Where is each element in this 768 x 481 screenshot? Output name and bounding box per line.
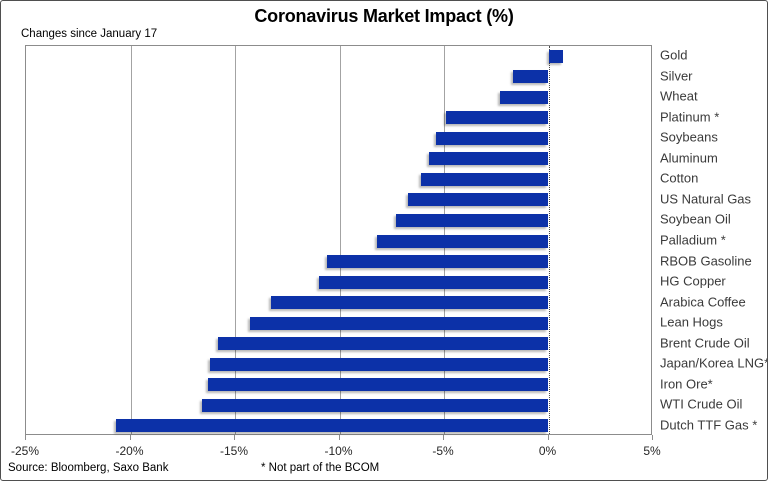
bcom-footnote: * Not part of the BCOM [261, 462, 380, 474]
x-axis-tick [234, 435, 235, 440]
gridline [339, 46, 341, 434]
bar-japan-korea-lng [209, 357, 549, 371]
bar-silver [512, 70, 549, 84]
category-label-hg-copper: HG Copper [660, 273, 726, 289]
bar-iron-ore [207, 378, 549, 392]
x-axis-tick-label: -10% [324, 444, 353, 458]
x-axis-tick-label: -20% [115, 444, 144, 458]
category-label-aluminum: Aluminum [660, 150, 718, 166]
x-axis-tick-label: -5% [432, 444, 454, 458]
category-label-soybean-oil: Soybean Oil [660, 211, 731, 227]
x-axis-tick-label: -15% [219, 444, 249, 458]
category-label-japan-korea-lng: Japan/Korea LNG* [660, 355, 768, 371]
category-label-palladium: Palladium * [660, 232, 726, 248]
bar-wheat [500, 90, 549, 104]
category-label-arabica-coffee: Arabica Coffee [660, 294, 746, 310]
category-label-us-natural-gas: US Natural Gas [660, 191, 752, 207]
category-label-wti-crude-oil: WTI Crude Oil [660, 396, 743, 412]
category-label-rbob-gasoline: RBOB Gasoline [660, 253, 752, 269]
source-note: Source: Bloomberg, Saxo Bank [8, 462, 169, 474]
x-axis-tick [338, 435, 340, 440]
chart-subtitle: Changes since January 17 [21, 28, 158, 40]
category-label-platinum: Platinum * [660, 109, 720, 125]
x-axis-tick-label: 5% [643, 444, 661, 458]
x-axis-tick [652, 435, 653, 440]
bar-hg-copper [318, 275, 549, 289]
x-axis-tick-label: -25% [10, 444, 40, 458]
gridline [235, 46, 236, 434]
bar-us-natural-gas [408, 193, 549, 207]
bar-dutch-ttf-gas [115, 419, 549, 433]
category-label-cotton: Cotton [660, 170, 699, 186]
bar-platinum [446, 111, 549, 125]
bar-aluminum [429, 152, 549, 166]
zero-gridline [548, 46, 550, 434]
plot-area [25, 45, 652, 435]
x-axis-tick-label: 0% [538, 444, 557, 458]
bar-gold [548, 49, 564, 63]
bar-cotton [421, 172, 549, 186]
category-label-iron-ore: Iron Ore* [660, 376, 713, 392]
x-axis-tick [443, 435, 444, 440]
bar-arabica-coffee [270, 296, 549, 310]
bar-wti-crude-oil [201, 398, 549, 412]
bar-soybeans [435, 131, 549, 145]
category-label-silver: Silver [660, 68, 693, 84]
category-label-dutch-ttf-gas: Dutch TTF Gas * [660, 417, 758, 433]
x-axis-tick [129, 435, 131, 440]
category-label-lean-hogs: Lean Hogs [660, 314, 723, 330]
chart-title: Coronavirus Market Impact (%) [254, 6, 514, 26]
category-label-wheat: Wheat [660, 88, 698, 104]
x-axis-tick [547, 435, 549, 440]
bar-rbob-gasoline [326, 255, 549, 269]
bar-lean-hogs [249, 316, 549, 330]
gridline [130, 46, 132, 434]
category-label-soybeans: Soybeans [660, 129, 718, 145]
bar-soybean-oil [395, 213, 549, 227]
bar-palladium [377, 234, 549, 248]
x-axis-tick [25, 435, 26, 440]
category-axis-labels: Gold Silver Wheat Platinum * Soybeans Aluminu… [660, 45, 768, 435]
category-label-brent-crude-oil: Brent Crude Oil [660, 335, 750, 351]
category-label-gold: Gold [660, 47, 688, 63]
bar-brent-crude-oil [218, 337, 549, 351]
